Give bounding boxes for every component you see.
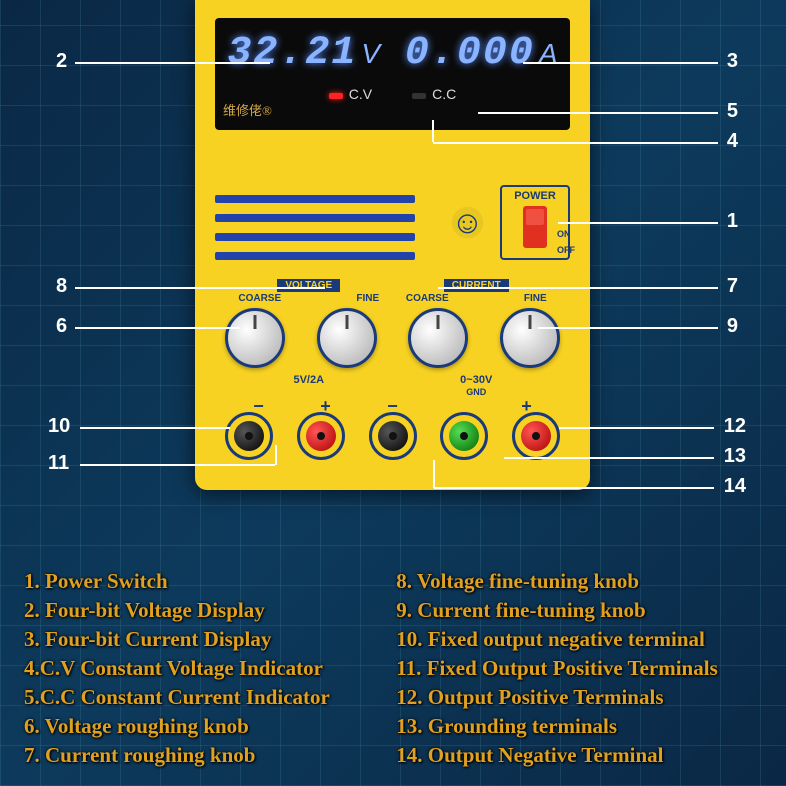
cv-indicator: C.V: [329, 86, 372, 102]
legend-item: 11. Fixed Output Positive Terminals: [396, 656, 762, 681]
power-onoff-labels: ON OFF: [557, 226, 575, 258]
current-fine-knob[interactable]: [500, 308, 560, 368]
legend-item: 7. Current roughing knob: [24, 743, 372, 768]
fixed-positive-terminal[interactable]: [297, 412, 345, 460]
legend-right-col: 8. Voltage fine-tuning knob 9. Current f…: [396, 569, 762, 768]
power-switch[interactable]: ON OFF: [523, 206, 547, 248]
callout-13: 13: [724, 445, 746, 468]
voltage-value: 32.21: [227, 31, 357, 76]
fixed-negative-terminal[interactable]: [225, 412, 273, 460]
legend: 1. Power Switch 2. Four-bit Voltage Disp…: [24, 569, 762, 768]
callout-14: 14: [724, 475, 746, 498]
callout-4: 4: [727, 130, 738, 153]
current-coarse-knob[interactable]: [408, 308, 468, 368]
callout-11: 11: [48, 452, 69, 475]
legend-item: 10. Fixed output negative terminal: [396, 627, 762, 652]
voltage-header: VOLTAGE: [277, 279, 340, 292]
legend-item: 12. Output Positive Terminals: [396, 685, 762, 710]
current-unit: A: [539, 38, 558, 69]
cv-led-icon: [329, 93, 343, 99]
callout-12: 12: [724, 415, 746, 438]
legend-item: 5.C.C Constant Current Indicator: [24, 685, 372, 710]
voltage-unit: V: [361, 38, 380, 69]
output-positive-terminal[interactable]: [512, 412, 560, 460]
mascot-logo-icon: ☺: [440, 195, 495, 250]
current-readout: 0.000A: [405, 31, 558, 76]
grounding-terminal[interactable]: [440, 412, 488, 460]
current-value: 0.000: [405, 31, 535, 76]
vent-slots: [215, 195, 415, 271]
voltage-readout: 32.21V: [227, 31, 380, 76]
legend-item: 13. Grounding terminals: [396, 714, 762, 739]
callout-7: 7: [727, 275, 738, 298]
callout-1: 1: [727, 210, 738, 233]
cc-led-icon: [412, 93, 426, 99]
legend-left-col: 1. Power Switch 2. Four-bit Voltage Disp…: [24, 569, 372, 768]
power-supply-unit: 32.21V 0.000A C.V C.C 维修佬® ☺ POWER ON OF…: [195, 0, 590, 490]
voltage-coarse-knob[interactable]: [225, 308, 285, 368]
callout-5: 5: [727, 100, 738, 123]
legend-item: 1. Power Switch: [24, 569, 372, 594]
legend-item: 2. Four-bit Voltage Display: [24, 598, 372, 623]
legend-item: 3. Four-bit Current Display: [24, 627, 372, 652]
legend-item: 6. Voltage roughing knob: [24, 714, 372, 739]
spec-030v: 0~30VGND: [396, 374, 557, 398]
legend-item: 4.C.V Constant Voltage Indicator: [24, 656, 372, 681]
power-label: POWER: [502, 190, 568, 202]
brand-label: 维修佬®: [223, 100, 272, 119]
cc-indicator: C.C: [412, 86, 456, 102]
legend-item: 8. Voltage fine-tuning knob: [396, 569, 762, 594]
spec-5v2a: 5V/2A: [228, 374, 389, 398]
legend-item: 9. Current fine-tuning knob: [396, 598, 762, 623]
callout-8: 8: [56, 275, 67, 298]
callout-3: 3: [727, 50, 738, 73]
callout-6: 6: [56, 315, 67, 338]
voltage-fine-knob[interactable]: [317, 308, 377, 368]
callout-2: 2: [56, 50, 67, 73]
current-header: CURRENT: [444, 279, 509, 292]
callout-9: 9: [727, 315, 738, 338]
knob-section: VOLTAGE COARSEFINE CURRENT COARSEFINE 5V…: [225, 275, 560, 417]
callout-10: 10: [48, 415, 70, 438]
legend-item: 14. Output Negative Terminal: [396, 743, 762, 768]
output-negative-terminal[interactable]: [369, 412, 417, 460]
